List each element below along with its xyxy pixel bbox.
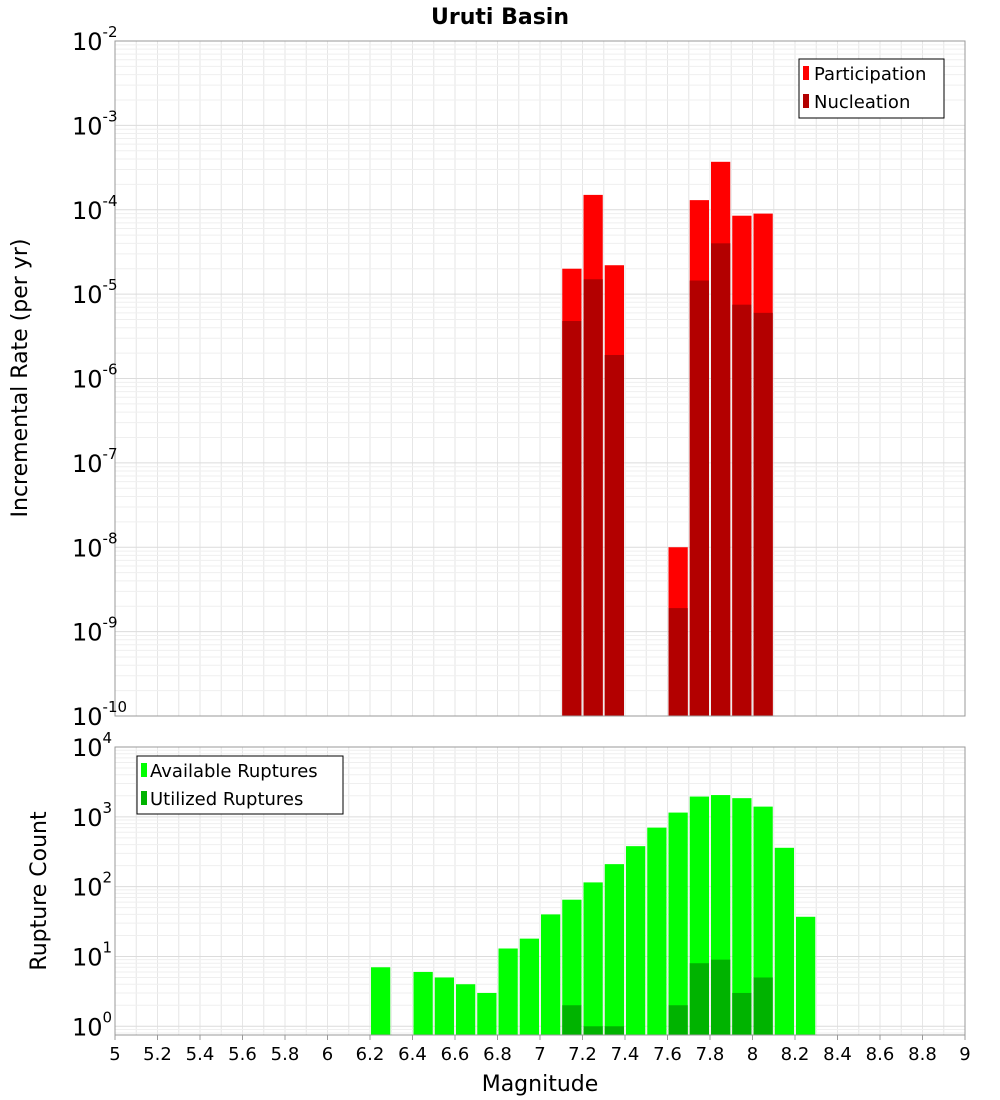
count-bar-utilized <box>668 1005 688 1035</box>
rate-bars <box>562 161 773 717</box>
count-y-tick-label: 100 <box>72 1008 112 1041</box>
rate-plot-frame <box>114 40 966 717</box>
x-tick-label: 7.8 <box>696 1044 725 1065</box>
x-axis-label: Magnitude <box>482 1072 599 1097</box>
count-bar-available <box>583 882 603 1035</box>
chart-title: Uruti Basin <box>431 5 569 30</box>
rate-y-tick-label: 10-4 <box>72 192 118 225</box>
legend-swatch-participation <box>803 66 809 80</box>
rate-y-tick-label: 10-9 <box>72 614 118 647</box>
x-tick-label: 7 <box>534 1044 545 1065</box>
count-bar-available <box>434 977 454 1035</box>
count-bar-available <box>519 938 539 1035</box>
count-bar-available <box>562 899 582 1035</box>
legend-swatch-nucleation <box>803 94 809 108</box>
count-bar-utilized <box>604 1026 624 1035</box>
count-bar-available <box>498 948 518 1035</box>
count-bar-available <box>371 967 391 1035</box>
x-tick-label: 5.2 <box>143 1044 172 1065</box>
x-tick-label: 6 <box>322 1044 333 1065</box>
x-tick-label: 8 <box>747 1044 758 1065</box>
rate-legend-box <box>798 58 945 119</box>
count-bar-utilized <box>753 977 773 1035</box>
rate-y-ticks: 10-10 10-9 10-8 10-7 10-6 10-5 10-4 10-3 10-2 <box>72 23 127 731</box>
count-y-axis-label: Rupture Count <box>27 811 52 971</box>
rate-y-tick-label: 10-7 <box>72 445 118 478</box>
count-bar-utilized <box>689 963 709 1035</box>
count-bar-available <box>604 864 624 1035</box>
count-bar-available <box>456 984 476 1035</box>
rate-bar-nucleation <box>689 280 709 716</box>
count-y-ticks: 100 101 102 103 104 <box>72 729 112 1041</box>
rate-bar-nucleation <box>753 312 773 716</box>
x-tick-label: 7.2 <box>568 1044 597 1065</box>
x-tick-label: 8.4 <box>823 1044 852 1065</box>
count-y-tick-label: 102 <box>72 869 112 902</box>
rate-gridlines <box>114 40 966 717</box>
x-tick-label: 5.4 <box>186 1044 215 1065</box>
count-legend: Available Ruptures Utilized Ruptures <box>136 755 344 815</box>
count-bar-available <box>413 971 433 1035</box>
x-tick-label: 6.2 <box>356 1044 385 1065</box>
rate-bar-nucleation <box>583 279 603 716</box>
rate-y-tick-label: 10-2 <box>72 23 118 56</box>
x-tick-label: 5.8 <box>271 1044 300 1065</box>
count-bar-utilized <box>732 992 752 1035</box>
rate-legend: Participation Nucleation <box>798 58 945 119</box>
x-tick-label: 7.6 <box>653 1044 682 1065</box>
count-panel: 100 101 102 103 104 5 5.2 5.4 5.6 5.8 6 6.2 6.4 6.6 6… <box>27 729 971 1097</box>
x-tick-label: 7.4 <box>611 1044 640 1065</box>
count-bar-available <box>668 812 688 1035</box>
rate-bar-nucleation <box>604 354 624 716</box>
count-bar-utilized <box>583 1026 603 1035</box>
rate-bar-nucleation <box>562 321 582 716</box>
rate-bar-nucleation <box>668 608 688 716</box>
count-bar-utilized <box>562 1005 582 1035</box>
rate-y-tick-label: 10-6 <box>72 361 118 394</box>
count-bar-available <box>774 847 794 1035</box>
rate-y-tick-label: 10-8 <box>72 529 118 562</box>
legend-label-available: Available Ruptures <box>150 761 318 782</box>
x-tick-label: 6.6 <box>441 1044 470 1065</box>
x-tick-label: 9 <box>959 1044 970 1065</box>
legend-label-participation: Participation <box>814 64 926 85</box>
x-tick-label: 6.4 <box>398 1044 427 1065</box>
x-tick-label: 5 <box>109 1044 120 1065</box>
rate-y-tick-label: 10-10 <box>72 698 127 731</box>
count-bar-available <box>541 914 561 1035</box>
x-tick-label: 8.2 <box>781 1044 810 1065</box>
rate-y-tick-label: 10-3 <box>72 107 118 140</box>
legend-label-nucleation: Nucleation <box>814 92 910 113</box>
legend-label-utilized: Utilized Ruptures <box>150 789 303 810</box>
x-tick-label: 6.8 <box>483 1044 512 1065</box>
x-tick-label: 5.6 <box>228 1044 257 1065</box>
count-bar-available <box>796 916 816 1035</box>
count-bar-available <box>732 798 752 1035</box>
count-y-tick-label: 101 <box>72 938 112 971</box>
rate-bar-nucleation <box>732 304 752 716</box>
legend-swatch-available <box>141 763 147 777</box>
legend-swatch-utilized <box>141 791 147 805</box>
rate-panel: 10-10 10-9 10-8 10-7 10-6 10-5 10-4 10-3 10-2 In… <box>8 23 966 731</box>
rate-y-axis-label: Incremental Rate (per yr) <box>8 239 33 518</box>
count-x-ticks: 5 5.2 5.4 5.6 5.8 6 6.2 6.4 6.6 6.8 7 7.2 7.4 7.6 7.8 8… <box>109 1035 971 1065</box>
count-bar-available <box>477 992 497 1035</box>
rate-y-tick-label: 10-5 <box>72 276 118 309</box>
count-legend-box <box>136 755 344 815</box>
count-bar-available <box>626 846 646 1035</box>
count-bar-utilized <box>711 959 731 1035</box>
count-y-tick-label: 104 <box>72 729 112 762</box>
count-y-tick-label: 103 <box>72 799 112 832</box>
x-tick-label: 8.6 <box>866 1044 895 1065</box>
x-tick-label: 8.8 <box>908 1044 937 1065</box>
rate-bar-nucleation <box>711 243 731 717</box>
count-bar-available <box>647 827 667 1035</box>
count-bars <box>371 795 816 1035</box>
